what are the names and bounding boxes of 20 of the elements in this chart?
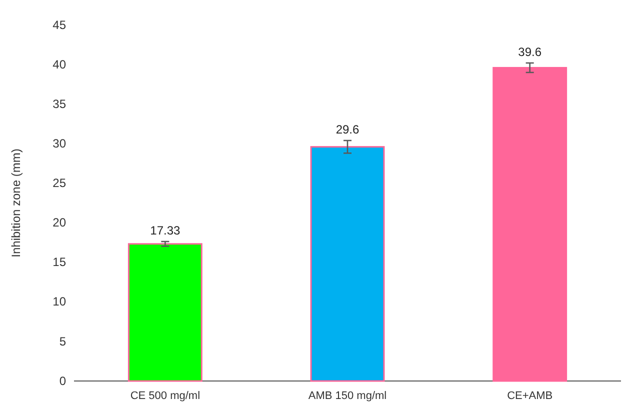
x-tick-label: AMB 150 mg/ml	[308, 390, 387, 402]
y-tick-label: 5	[59, 334, 66, 348]
bar	[492, 66, 568, 382]
data-label: 17.33	[150, 224, 181, 238]
y-tick-label: 30	[52, 136, 66, 151]
x-tick-label: CE+AMB	[507, 390, 553, 402]
data-label: 39.6	[518, 44, 542, 59]
y-tick-label: 35	[52, 96, 66, 111]
bar	[128, 243, 202, 382]
y-tick-label: 15	[52, 255, 66, 270]
y-tick-label: 20	[52, 216, 66, 230]
bar	[310, 146, 385, 382]
y-axis-title: Inhibition zone (mm)	[9, 148, 23, 258]
y-tick-label: 0	[59, 374, 66, 388]
data-label: 29.6	[336, 122, 360, 136]
y-tick-label: 10	[52, 294, 66, 309]
x-tick-label: CE 500 mg/ml	[130, 390, 200, 402]
y-tick-label: 40	[52, 57, 66, 72]
y-tick-label: 45	[52, 18, 66, 32]
y-tick-label: 25	[52, 176, 66, 190]
